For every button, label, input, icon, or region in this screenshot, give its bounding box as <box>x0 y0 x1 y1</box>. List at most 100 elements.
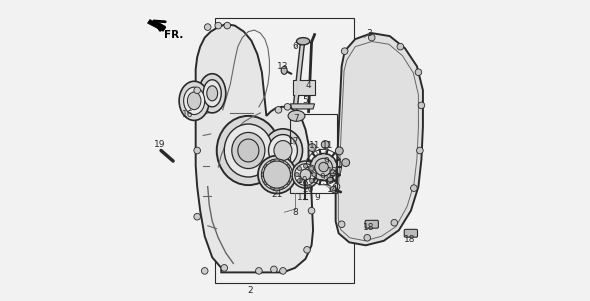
Text: 7: 7 <box>294 114 299 123</box>
Ellipse shape <box>203 80 221 107</box>
Ellipse shape <box>221 265 228 271</box>
Ellipse shape <box>215 22 222 29</box>
Ellipse shape <box>303 181 307 185</box>
Ellipse shape <box>263 129 303 172</box>
Ellipse shape <box>297 166 301 171</box>
Text: 11: 11 <box>309 141 320 150</box>
Ellipse shape <box>183 87 205 114</box>
Text: 16: 16 <box>182 110 194 119</box>
Ellipse shape <box>292 161 319 188</box>
Ellipse shape <box>194 147 201 154</box>
Ellipse shape <box>263 161 290 188</box>
Text: 5: 5 <box>303 96 309 105</box>
Text: 3: 3 <box>366 29 372 38</box>
Text: 12: 12 <box>327 167 338 176</box>
Ellipse shape <box>342 48 348 54</box>
FancyBboxPatch shape <box>404 229 418 237</box>
Ellipse shape <box>319 162 329 172</box>
Text: 9: 9 <box>314 193 320 202</box>
Ellipse shape <box>224 124 273 177</box>
Text: 11: 11 <box>297 193 309 202</box>
Ellipse shape <box>397 43 404 50</box>
Ellipse shape <box>284 179 290 185</box>
FancyBboxPatch shape <box>365 220 378 228</box>
Ellipse shape <box>335 147 343 155</box>
Ellipse shape <box>297 38 310 45</box>
Bar <box>215 18 353 283</box>
Ellipse shape <box>308 165 315 172</box>
Ellipse shape <box>258 156 296 194</box>
Bar <box>293 80 314 95</box>
Ellipse shape <box>342 159 350 166</box>
Ellipse shape <box>304 247 310 253</box>
Polygon shape <box>336 33 423 245</box>
Ellipse shape <box>333 183 340 190</box>
Text: 11: 11 <box>322 141 334 150</box>
Ellipse shape <box>364 234 371 241</box>
Ellipse shape <box>188 92 201 110</box>
Ellipse shape <box>271 266 277 273</box>
Text: FR.: FR. <box>164 30 183 40</box>
Text: 20: 20 <box>303 185 314 194</box>
Ellipse shape <box>261 159 293 190</box>
Text: 6: 6 <box>292 42 298 51</box>
Ellipse shape <box>217 116 280 185</box>
Text: 9: 9 <box>324 157 329 166</box>
Ellipse shape <box>300 169 311 180</box>
Ellipse shape <box>204 24 211 30</box>
Ellipse shape <box>309 144 316 151</box>
Ellipse shape <box>330 186 336 192</box>
Ellipse shape <box>207 86 218 101</box>
Ellipse shape <box>275 107 282 113</box>
Ellipse shape <box>224 22 231 29</box>
Ellipse shape <box>270 160 276 165</box>
Ellipse shape <box>280 268 286 274</box>
Ellipse shape <box>310 178 314 183</box>
Ellipse shape <box>322 141 329 148</box>
Ellipse shape <box>327 177 333 182</box>
Ellipse shape <box>418 102 425 109</box>
Text: 15: 15 <box>324 175 335 184</box>
Ellipse shape <box>288 110 305 121</box>
Text: 18: 18 <box>404 235 415 244</box>
Ellipse shape <box>194 87 201 94</box>
Ellipse shape <box>278 184 284 189</box>
Ellipse shape <box>238 139 259 162</box>
Ellipse shape <box>278 160 284 165</box>
Text: 21: 21 <box>271 190 283 199</box>
Ellipse shape <box>297 178 301 183</box>
Text: 2: 2 <box>247 286 253 295</box>
Text: 14: 14 <box>327 185 338 194</box>
Ellipse shape <box>274 141 292 160</box>
Ellipse shape <box>232 132 265 169</box>
Ellipse shape <box>294 164 316 185</box>
Ellipse shape <box>368 34 375 41</box>
Ellipse shape <box>411 185 417 191</box>
Ellipse shape <box>295 172 299 177</box>
Text: 9: 9 <box>319 173 325 182</box>
Ellipse shape <box>268 135 297 166</box>
Ellipse shape <box>312 172 316 177</box>
Ellipse shape <box>201 268 208 274</box>
Text: 13: 13 <box>277 62 289 71</box>
Ellipse shape <box>391 219 398 226</box>
Ellipse shape <box>415 69 422 76</box>
Ellipse shape <box>261 172 267 177</box>
Ellipse shape <box>281 67 287 74</box>
Ellipse shape <box>179 81 209 120</box>
Ellipse shape <box>303 164 307 168</box>
Ellipse shape <box>194 213 201 220</box>
Ellipse shape <box>315 158 332 176</box>
Ellipse shape <box>338 221 345 228</box>
Polygon shape <box>290 104 314 109</box>
Ellipse shape <box>284 104 291 110</box>
Ellipse shape <box>264 164 269 170</box>
Text: 18: 18 <box>363 223 375 232</box>
Ellipse shape <box>310 154 337 181</box>
Polygon shape <box>148 20 166 31</box>
Ellipse shape <box>310 166 314 171</box>
Polygon shape <box>196 24 313 272</box>
Ellipse shape <box>330 170 336 176</box>
Text: 4: 4 <box>306 81 312 90</box>
Text: 10: 10 <box>297 176 309 185</box>
